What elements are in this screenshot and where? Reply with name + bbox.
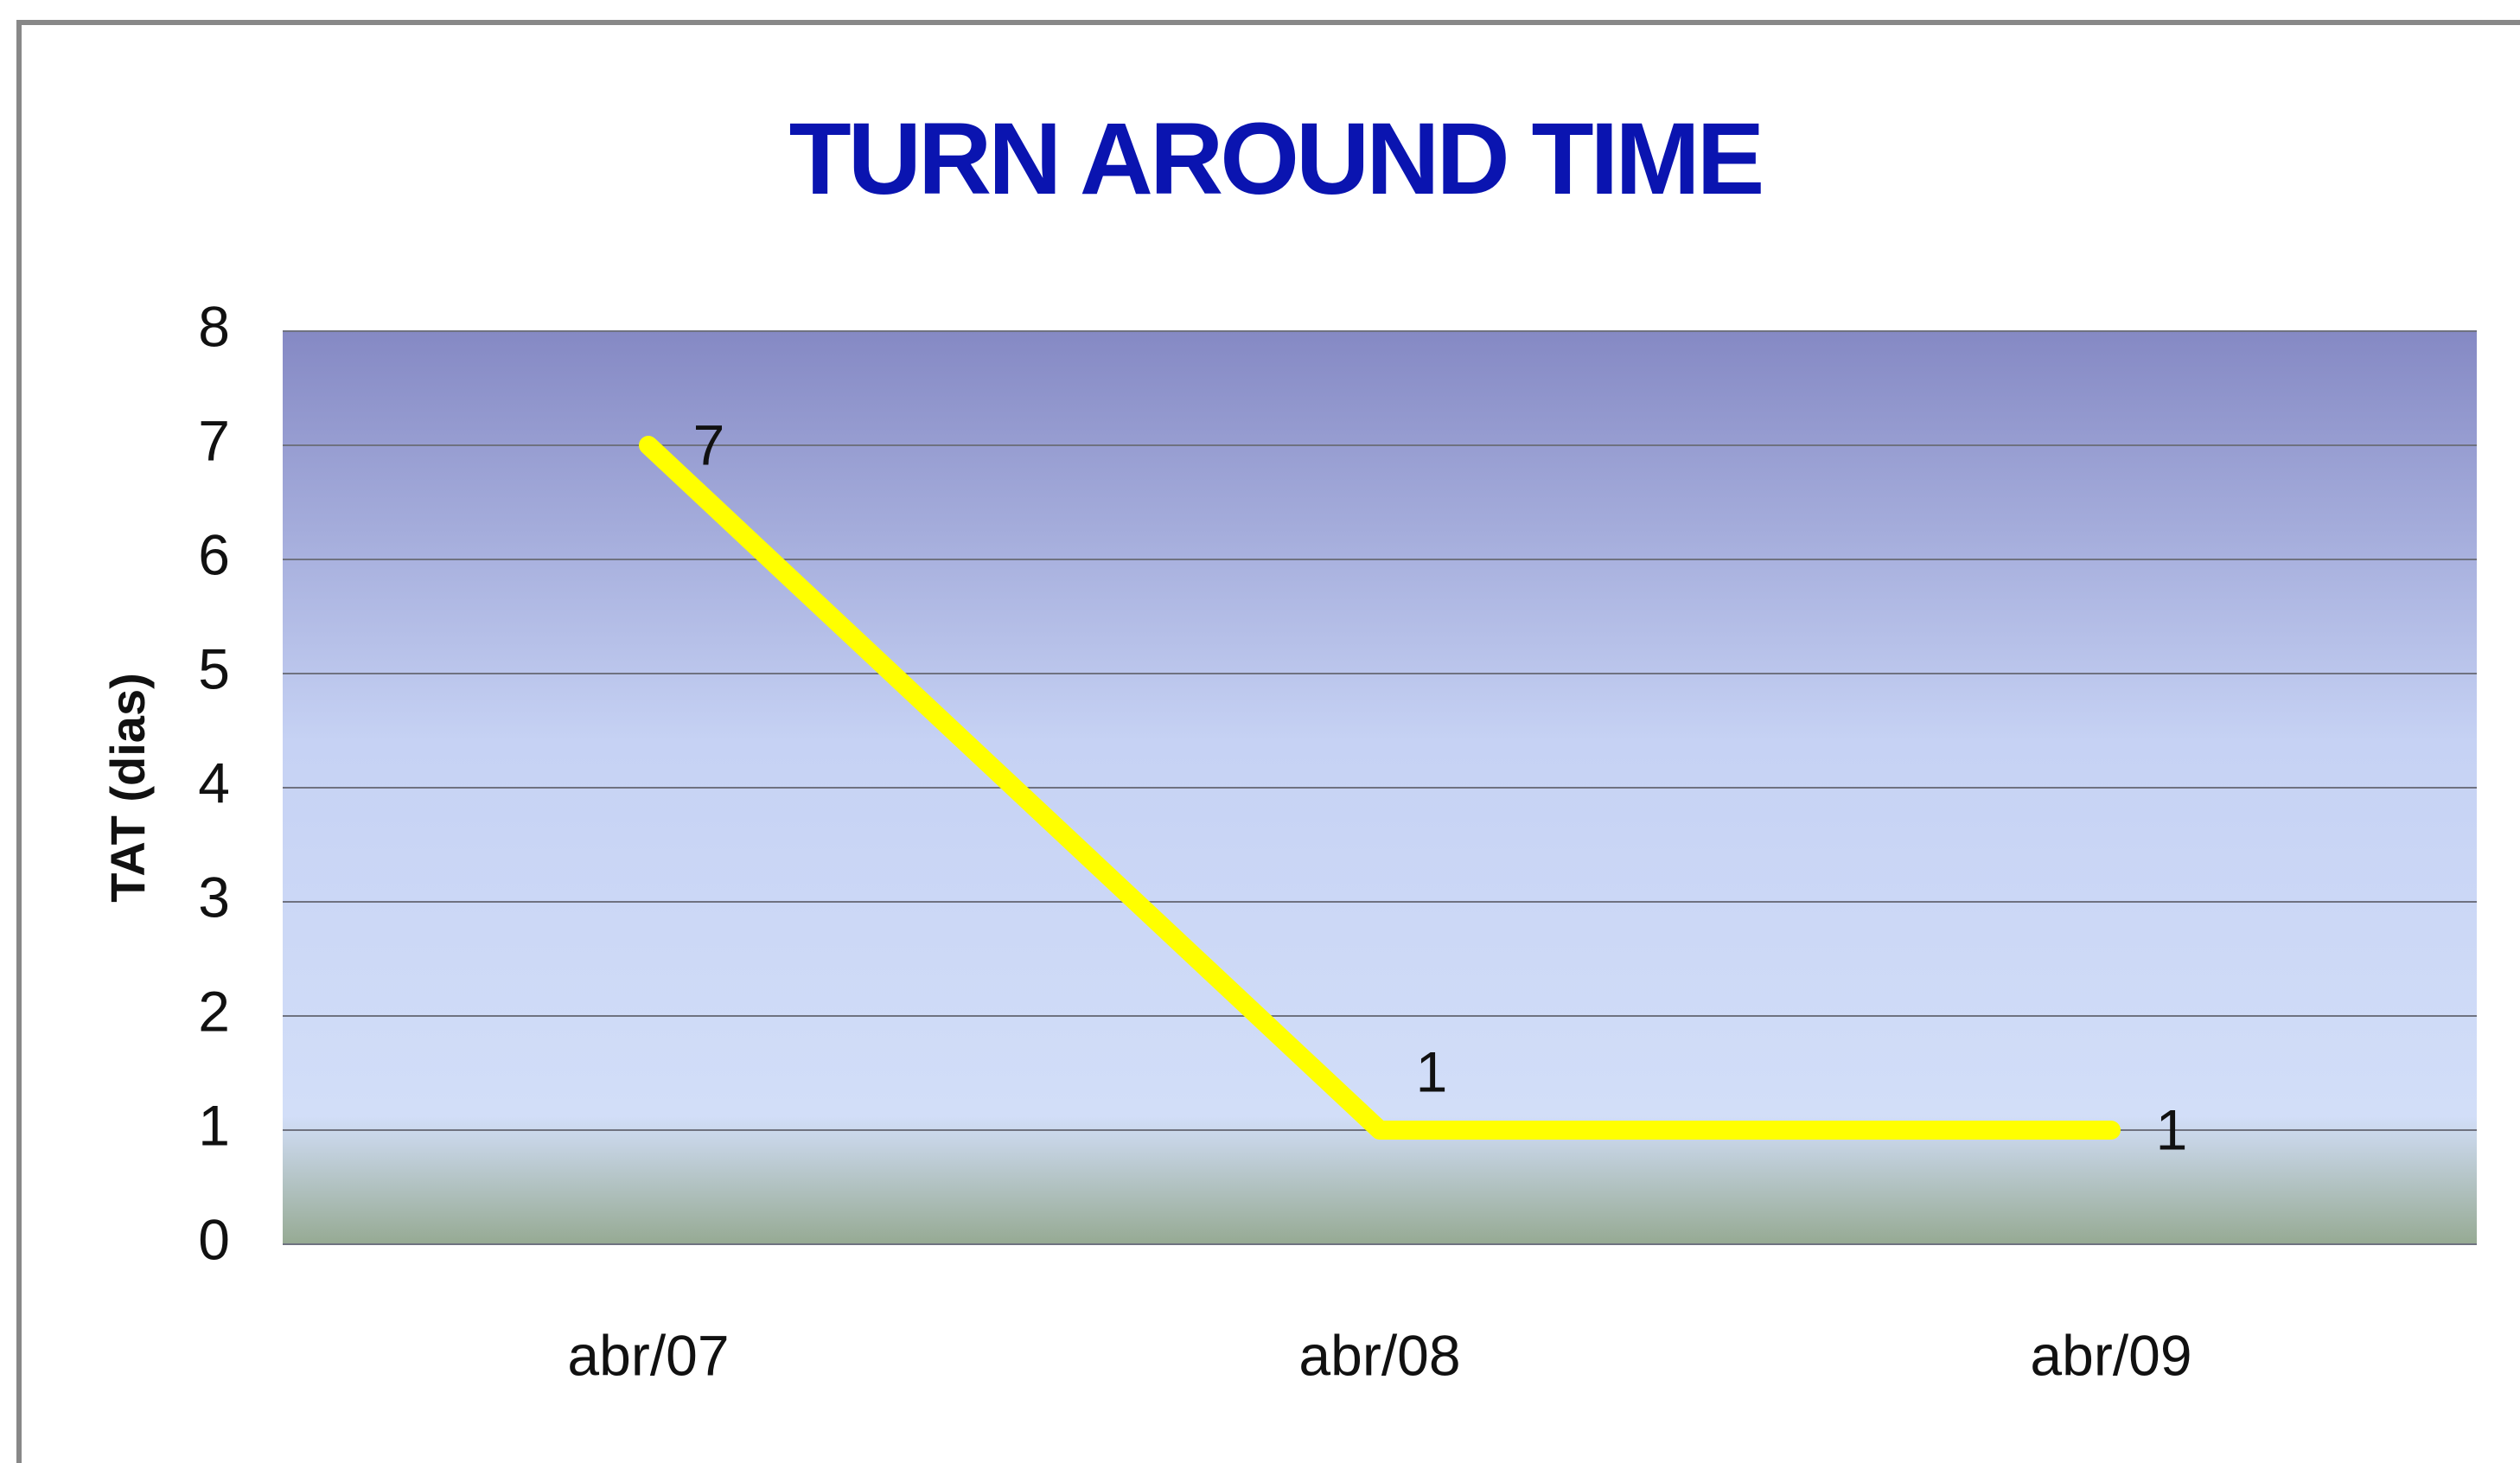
y-tick-label: 7 <box>198 408 230 472</box>
chart-title: TURN AROUND TIME <box>789 102 1762 216</box>
data-label: 7 <box>693 412 725 476</box>
data-line <box>639 436 2121 1140</box>
y-tick-label: 5 <box>198 636 230 700</box>
y-tick-label: 3 <box>198 865 230 929</box>
data-label: 1 <box>2156 1097 2188 1161</box>
y-axis-label: TAT (dias) <box>100 673 155 902</box>
data-label: 1 <box>1416 1039 1448 1103</box>
x-tick-label: abr/08 <box>1298 1323 1460 1387</box>
x-tick-label: abr/07 <box>567 1323 729 1387</box>
y-tick-label: 1 <box>198 1093 230 1157</box>
y-tick-label: 4 <box>198 751 230 815</box>
y-tick-label: 0 <box>198 1207 230 1271</box>
y-tick-label: 8 <box>198 294 230 358</box>
y-tick-label: 6 <box>198 522 230 586</box>
y-tick-label: 2 <box>198 979 230 1043</box>
x-tick-label: abr/09 <box>2030 1323 2191 1387</box>
